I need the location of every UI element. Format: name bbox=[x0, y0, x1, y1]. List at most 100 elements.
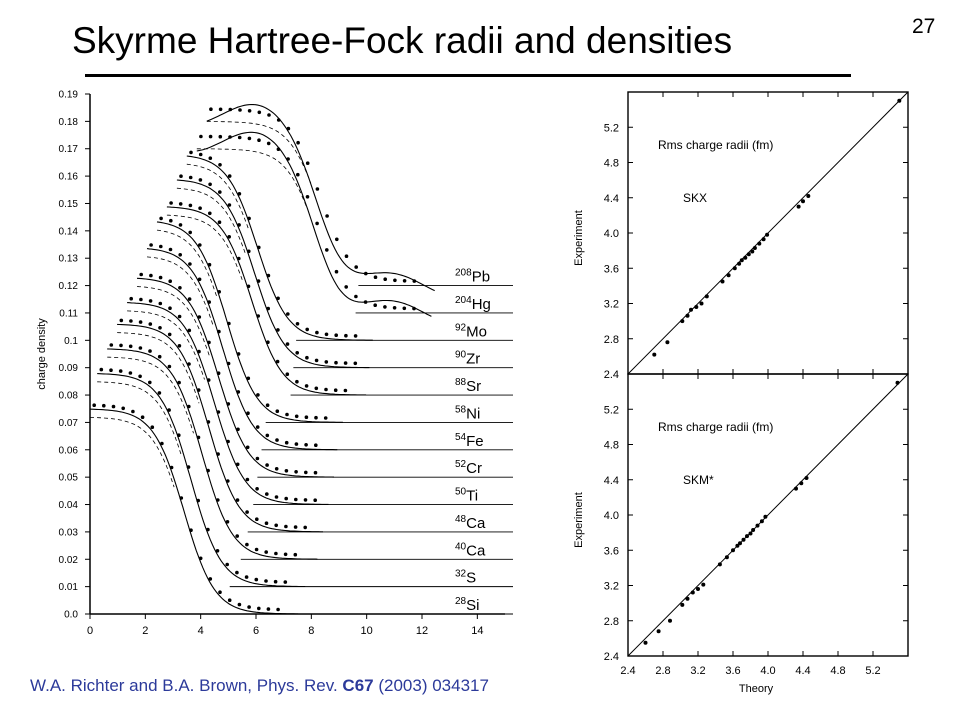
y-tick-label: 0.1 bbox=[64, 336, 78, 347]
theory-line bbox=[127, 302, 329, 505]
data-point bbox=[118, 369, 123, 373]
data-point bbox=[197, 277, 202, 282]
data-point bbox=[131, 409, 135, 414]
y-tick-label: 0.01 bbox=[59, 582, 79, 593]
nucleus-label: 204Hg bbox=[455, 295, 491, 313]
mass-number: 88 bbox=[455, 377, 467, 388]
data-point bbox=[187, 297, 192, 301]
x-tick-label: 12 bbox=[416, 625, 428, 637]
y-tick-label: 4.4 bbox=[604, 475, 619, 487]
x-tick-label: 4.0 bbox=[760, 665, 775, 677]
alt-theory-line bbox=[176, 187, 246, 255]
element-symbol: Pb bbox=[472, 269, 490, 286]
data-point bbox=[198, 556, 203, 561]
panel-label: SKM* bbox=[683, 473, 714, 487]
data-point bbox=[266, 340, 270, 345]
mass-number: 92 bbox=[455, 322, 467, 333]
nucleus-label: 52Cr bbox=[455, 459, 482, 477]
data-point bbox=[402, 279, 407, 283]
data-point bbox=[334, 360, 338, 365]
x-tick-label: 3.2 bbox=[690, 665, 705, 677]
data-point bbox=[335, 237, 339, 242]
mass-number: 32 bbox=[455, 569, 467, 580]
theory-line bbox=[97, 373, 306, 588]
density-curve-92-mo: 92Mo bbox=[186, 150, 513, 341]
data-point bbox=[284, 440, 289, 445]
y-tick-label: 2.4 bbox=[604, 369, 619, 381]
data-point bbox=[275, 438, 279, 442]
mass-number: 52 bbox=[455, 459, 467, 470]
data-point bbox=[741, 537, 746, 542]
data-point bbox=[264, 579, 268, 583]
y-tick-label: 5.2 bbox=[604, 404, 619, 416]
data-point bbox=[293, 525, 298, 529]
alt-theory-line bbox=[196, 148, 308, 210]
data-point bbox=[111, 404, 116, 409]
data-point bbox=[148, 299, 153, 303]
data-point bbox=[305, 327, 310, 332]
y-tick-label: 0.04 bbox=[59, 500, 79, 511]
data-point bbox=[256, 393, 260, 397]
data-point bbox=[227, 174, 232, 178]
data-point bbox=[314, 386, 319, 391]
data-point bbox=[343, 361, 348, 365]
data-point bbox=[763, 514, 768, 519]
data-point bbox=[254, 577, 259, 582]
y-tick-label: 2.4 bbox=[604, 651, 619, 663]
data-point bbox=[264, 550, 269, 554]
data-point bbox=[694, 305, 699, 309]
data-point bbox=[218, 590, 222, 594]
y-tick-label: 4.4 bbox=[604, 193, 619, 205]
data-point bbox=[206, 420, 211, 424]
data-point bbox=[364, 271, 368, 276]
nucleus-label: 48Ca bbox=[455, 514, 486, 532]
data-point bbox=[216, 371, 221, 376]
data-point bbox=[295, 322, 300, 326]
y-tick-label: 5.2 bbox=[604, 122, 619, 134]
element-symbol: Sr bbox=[466, 378, 481, 395]
data-point bbox=[303, 498, 308, 502]
data-point bbox=[333, 388, 338, 393]
slide-title: Skyrme Hartree-Fock radii and densities bbox=[72, 20, 733, 61]
panel-label: SKX bbox=[683, 191, 707, 205]
data-point bbox=[207, 262, 212, 267]
data-point bbox=[236, 390, 241, 394]
data-point bbox=[255, 425, 260, 429]
mass-number: 54 bbox=[455, 432, 467, 443]
data-point bbox=[187, 404, 191, 409]
data-point bbox=[246, 376, 251, 381]
y-tick-label: 3.2 bbox=[604, 299, 619, 311]
data-point bbox=[128, 371, 133, 375]
y-tick-label: 2.8 bbox=[604, 616, 619, 628]
data-point bbox=[806, 194, 811, 198]
x-axis-label: Theory bbox=[739, 683, 774, 695]
data-point bbox=[726, 273, 731, 278]
data-point bbox=[196, 435, 201, 440]
data-point bbox=[197, 315, 202, 319]
density-curve-32-s: 32S bbox=[97, 367, 513, 588]
data-point bbox=[138, 374, 142, 379]
data-point bbox=[237, 192, 242, 196]
data-point bbox=[746, 252, 751, 257]
data-point bbox=[218, 107, 223, 112]
rms-radii-chart: 2.4 2.8 3.2 3.6 4.0 4.4 4.8 5.2 Rms charge radii… bbox=[573, 91, 909, 695]
data-point bbox=[680, 602, 685, 607]
y-tick-label: 0.06 bbox=[59, 445, 79, 456]
data-point bbox=[324, 387, 328, 392]
data-point bbox=[294, 470, 298, 474]
citation: W.A. Richter and B.A. Brown, Phys. Rev. … bbox=[30, 676, 489, 696]
data-point bbox=[208, 577, 213, 581]
data-point bbox=[267, 113, 271, 117]
nucleus-label: 40Ca bbox=[455, 541, 486, 559]
y-tick-label: 0.0 bbox=[64, 610, 78, 621]
data-point bbox=[274, 523, 279, 528]
data-point bbox=[129, 319, 133, 323]
data-point bbox=[294, 442, 299, 446]
data-point bbox=[739, 258, 744, 263]
data-point bbox=[283, 552, 288, 557]
data-point bbox=[226, 361, 231, 366]
data-point bbox=[237, 602, 242, 607]
data-point bbox=[731, 548, 735, 553]
data-point bbox=[283, 580, 288, 584]
data-point bbox=[285, 372, 290, 377]
